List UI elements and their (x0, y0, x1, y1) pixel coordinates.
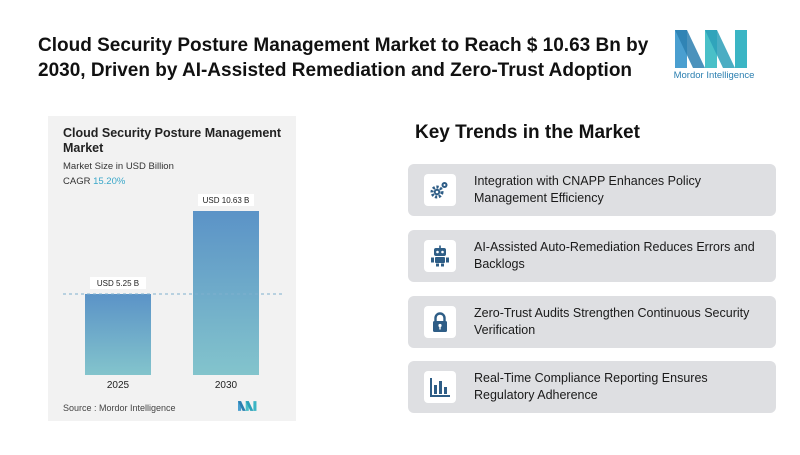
chart-title: Cloud Security Posture Management Market (63, 126, 282, 155)
data-label-box (198, 194, 254, 206)
chart-card: Cloud Security Posture Management Market… (48, 116, 296, 421)
robot-icon (424, 240, 456, 272)
bar-2030 (193, 211, 259, 375)
trend-text: Integration with CNAPP Enhances Policy M… (474, 174, 701, 205)
trend-item: Zero-Trust Audits Strengthen Continuous … (408, 296, 776, 348)
trend-text: AI-Assisted Auto-Remediation Reduces Err… (474, 240, 755, 271)
trend-item: Integration with CNAPP Enhances Policy M… (408, 164, 776, 216)
x-tick-label: 2030 (215, 380, 238, 391)
source-note: Source : Mordor Intelligence (63, 403, 176, 413)
data-label: USD 10.63 B (203, 196, 250, 205)
cagr-line: CAGR 15.20% (63, 176, 125, 187)
brand-name: Mordor Intelligence (673, 70, 755, 81)
source-logo-icon (238, 401, 257, 411)
trend-item: Real-Time Compliance Reporting Ensures R… (408, 361, 776, 413)
trend-text: Real-Time Compliance Reporting Ensures R… (474, 371, 708, 402)
page-title: Cloud Security Posture Management Market… (38, 35, 649, 81)
bar-chart-icon (424, 371, 456, 403)
x-tick-label: 2025 (107, 380, 130, 391)
bar-chart: USD 5.25 B 2025 USD 10.63 B 2030 (63, 194, 282, 391)
mordor-intelligence-logo: Mordor Intelligence (668, 30, 760, 84)
logo-mark-icon (675, 30, 747, 68)
trends-title: Key Trends in the Market (415, 122, 640, 143)
data-label-box (90, 277, 146, 290)
cagr-value: 15.20% (93, 176, 126, 187)
trend-item: AI-Assisted Auto-Remediation Reduces Err… (408, 230, 776, 282)
data-label: USD 5.25 B (97, 279, 139, 288)
chart-subtitle: Market Size in USD Billion (63, 161, 174, 172)
cagr-label: CAGR (63, 176, 91, 187)
lock-icon (424, 306, 456, 338)
gear-icon (424, 174, 456, 206)
bar-2025 (85, 294, 151, 375)
trend-text: Zero-Trust Audits Strengthen Continuous … (474, 306, 750, 337)
